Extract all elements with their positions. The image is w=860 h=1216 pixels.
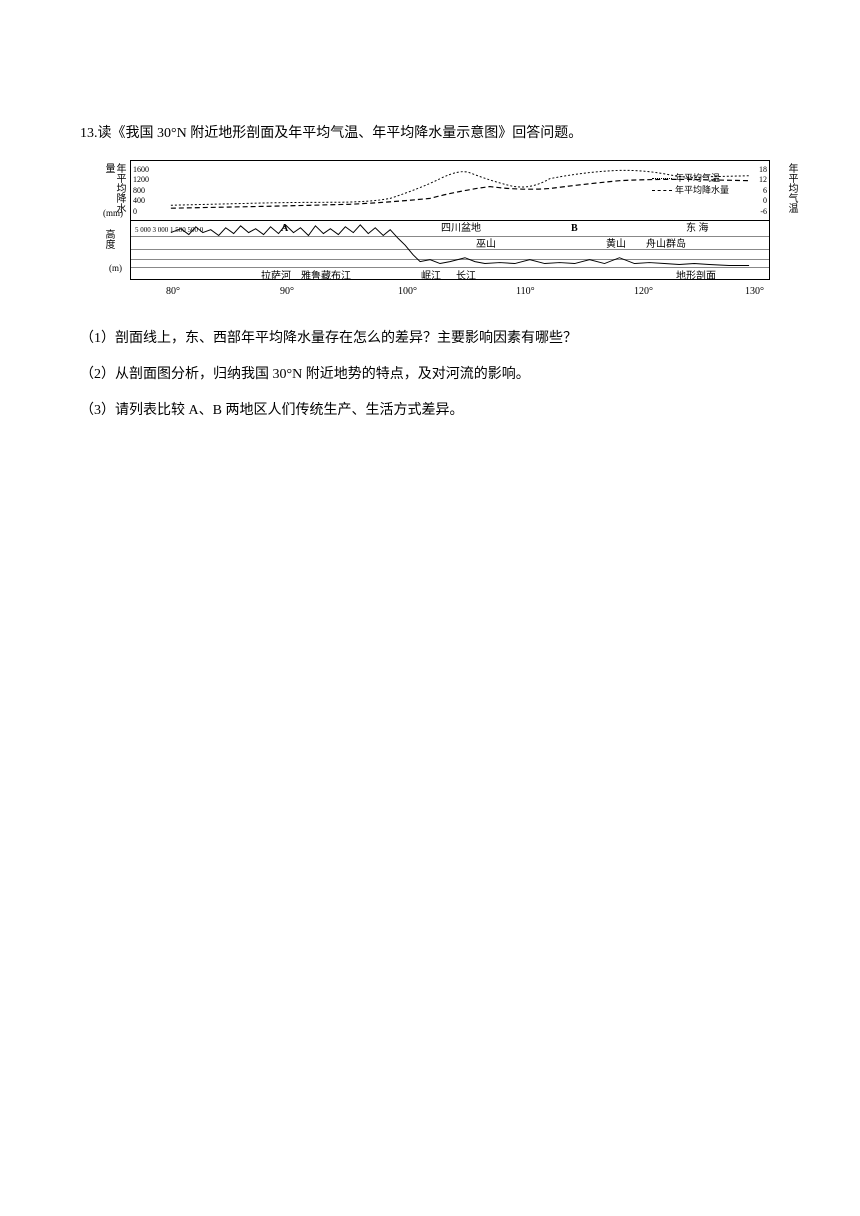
label-zhoushan: 舟山群岛 [646,235,686,255]
question-header: 13.读《我国 30°N 附近地形剖面及年平均气温、年平均降水量示意图》回答问题… [80,120,780,148]
legend-precip: 年平均降水量 [652,185,729,197]
label-b: B [571,219,578,239]
label-a: A [281,219,288,239]
legend-temp-label: 年平均气温 [675,173,720,185]
sub-question-1: （1）剖面线上，东、西部年平均降水量存在怎么的差异？主要影响因素有哪些？ [80,325,780,353]
precip-line-icon [652,190,672,191]
label-wushan: 巫山 [476,235,496,255]
label-donghai: 东 海 [686,219,709,239]
terrain-chart: 高度 5 000 3 000 1 500 500 0 (m) A 四川盆地 B … [130,220,770,280]
sub-question-3: （3）请列表比较 A、B 两地区人们传统生产、生活方式差异。 [80,397,780,425]
height-unit: (m) [109,259,122,277]
chart-container: 年平均降水量 1600 1200 800 400 0 年平均气温 18 12 6… [130,160,770,310]
precip-unit: (mm) [103,204,123,222]
legend-precip-label: 年平均降水量 [675,185,729,197]
temp-line-icon [652,178,672,179]
x-axis: 80° 90° 100° 110° 120° 130° [130,280,770,300]
x-tick-120: 120° [634,282,653,302]
sub-question-2: （2）从剖面图分析，归纳我国 30°N 附近地势的特点，及对河流的影响。 [80,361,780,389]
x-tick-90: 90° [280,282,294,302]
legend-temp: 年平均气温 [652,173,729,185]
x-tick-130: 130° [745,282,764,302]
question-stem: 读《我国 30°N 附近地形剖面及年平均气温、年平均降水量示意图》回答问题。 [98,126,583,141]
chart-legend: 年平均气温 年平均降水量 [652,173,729,196]
x-tick-110: 110° [516,282,535,302]
y-right-temp-label: 年平均气温 [786,163,797,213]
y-left-height-label: 高度 [103,229,114,249]
x-tick-80: 80° [166,282,180,302]
sub-questions: （1）剖面线上，东、西部年平均降水量存在怎么的差异？主要影响因素有哪些？ （2）… [80,325,780,425]
x-tick-100: 100° [398,282,417,302]
climate-chart: 年平均降水量 1600 1200 800 400 0 年平均气温 18 12 6… [130,160,770,220]
label-sichuan: 四川盆地 [441,219,481,239]
label-huangshan: 黄山 [606,235,626,255]
question-number: 13. [80,126,98,141]
